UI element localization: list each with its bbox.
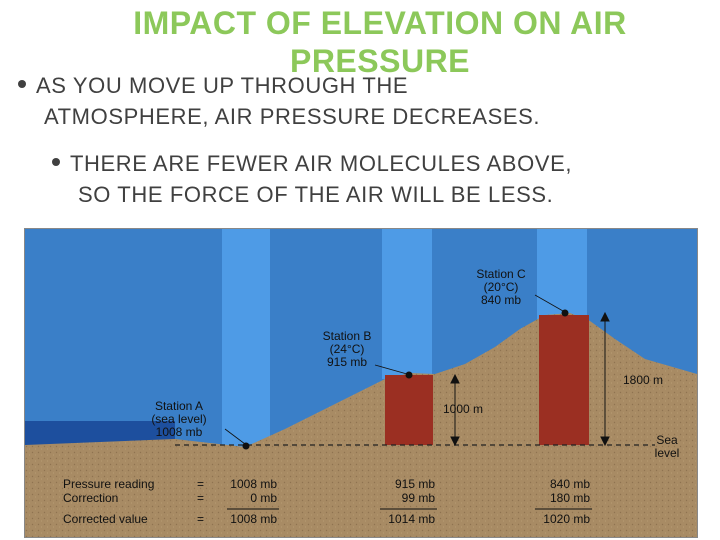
station-a-elevation: (sea level) xyxy=(151,412,206,426)
air-column-c xyxy=(537,229,587,319)
row-1-c: 840 mb xyxy=(550,477,590,491)
station-c-pressure: 840 mb xyxy=(481,293,521,307)
bullet-dot-icon xyxy=(18,80,26,89)
station-a-pressure: 1008 mb xyxy=(156,425,203,439)
sea-level-label-2: level xyxy=(655,446,680,460)
row-2-c: 180 mb xyxy=(550,491,590,505)
height-arrow-c xyxy=(600,311,610,447)
bullet-1: AS YOU MOVE UP THROUGH THE ATMOSPHERE, A… xyxy=(18,70,708,132)
row-3-label: Corrected value xyxy=(63,512,148,526)
station-a-name: Station A xyxy=(155,399,203,413)
height-arrow-b xyxy=(450,373,460,447)
pressure-column-b xyxy=(385,375,433,445)
station-c-temp: (20°C) xyxy=(484,280,519,294)
row-1-op: = xyxy=(197,477,204,491)
bullet-1-line-1: AS YOU MOVE UP THROUGH THE xyxy=(36,73,409,98)
row-2-b: 99 mb xyxy=(402,491,436,505)
row-3-b: 1014 mb xyxy=(388,512,435,526)
bullet-2-line-1: THERE ARE FEWER AIR MOLECULES ABOVE, xyxy=(70,151,573,176)
correction-table: Pressure reading = 1008 mb 915 mb 840 mb… xyxy=(63,477,592,526)
row-1-a: 1008 mb xyxy=(230,477,277,491)
station-b-name: Station B xyxy=(323,329,372,343)
elevation-pressure-diagram: Station A (sea level) 1008 mb Station B … xyxy=(24,228,698,538)
row-1-label: Pressure reading xyxy=(63,477,154,491)
row-1-b: 915 mb xyxy=(395,477,435,491)
row-3-c: 1020 mb xyxy=(543,512,590,526)
station-c-dot xyxy=(561,309,569,317)
mountain-terrain xyxy=(25,313,697,537)
height-b-label: 1000 m xyxy=(443,402,483,416)
bullet-1-line-2: ATMOSPHERE, AIR PRESSURE DECREASES. xyxy=(44,104,541,129)
air-column-b xyxy=(382,229,432,379)
row-3-op: = xyxy=(197,512,204,526)
bullet-2: THERE ARE FEWER AIR MOLECULES ABOVE, SO … xyxy=(52,148,712,210)
bullet-dot-icon xyxy=(52,158,60,167)
row-2-label: Correction xyxy=(63,491,118,505)
sea-level-label-1: Sea xyxy=(656,433,678,447)
station-b-temp: (24°C) xyxy=(330,342,365,356)
slide-title: IMPACT OF ELEVATION ON AIR PRESSURE xyxy=(133,5,627,79)
row-2-a: 0 mb xyxy=(250,491,277,505)
bullet-2-line-2: SO THE FORCE OF THE AIR WILL BE LESS. xyxy=(78,182,554,207)
row-2-op: = xyxy=(197,491,204,505)
station-a-dot xyxy=(242,442,250,450)
station-b-pressure: 915 mb xyxy=(327,355,367,369)
air-column-a xyxy=(222,229,270,449)
station-b-dot xyxy=(405,371,413,379)
pressure-column-c xyxy=(539,315,589,445)
height-c-label: 1800 m xyxy=(623,373,663,387)
row-3-a: 1008 mb xyxy=(230,512,277,526)
station-c-name: Station C xyxy=(476,267,526,281)
